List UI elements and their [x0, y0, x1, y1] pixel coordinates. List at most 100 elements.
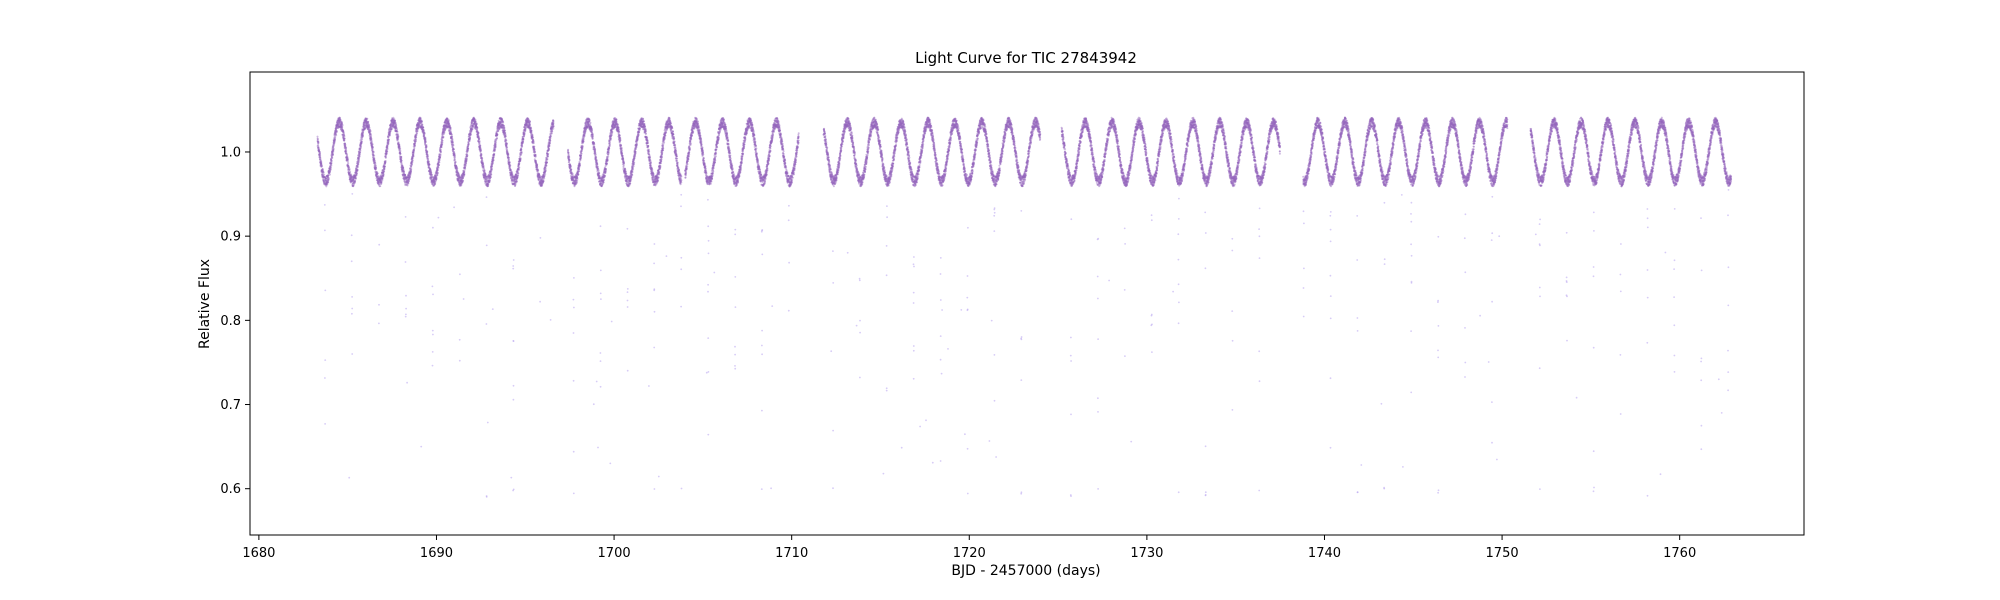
flux-point: [331, 157, 333, 159]
flux-point: [345, 150, 347, 152]
flux-point: [437, 169, 439, 171]
flux-point: [416, 130, 418, 132]
flux-point: [317, 136, 319, 138]
flux-point: [422, 127, 424, 129]
flux-point: [440, 154, 442, 156]
flux-point: [357, 163, 359, 165]
flux-point: [391, 128, 393, 130]
flux-point: [375, 165, 377, 167]
flux-point: [405, 314, 407, 316]
flux-point: [324, 204, 326, 206]
flux-point: [405, 261, 407, 263]
flux-point: [351, 193, 353, 195]
flux-point: [441, 144, 443, 146]
flux-point: [405, 216, 407, 218]
flux-point: [334, 136, 336, 138]
flux-point: [411, 162, 413, 164]
flux-point: [332, 153, 334, 155]
flux-point: [442, 136, 444, 138]
flux-point: [412, 160, 414, 162]
flux-point: [319, 153, 321, 155]
flux-point: [439, 159, 441, 161]
flux-point: [369, 127, 371, 129]
flux-point: [437, 172, 439, 174]
flux-point: [438, 167, 440, 169]
flux-point: [336, 130, 338, 132]
flux-point: [344, 138, 346, 140]
flux-point: [368, 125, 370, 127]
flux-point: [379, 185, 381, 187]
flux-point: [427, 156, 429, 158]
flux-point: [333, 144, 335, 146]
flux-point: [351, 313, 353, 315]
flux-point: [349, 169, 351, 171]
flux-point: [397, 133, 399, 135]
flux-point: [388, 139, 390, 141]
flux-point: [438, 161, 440, 163]
flux-point: [357, 166, 359, 168]
flux-point: [362, 131, 364, 133]
flux-point: [405, 295, 407, 297]
flux-point: [420, 446, 422, 448]
flux-point: [355, 177, 357, 179]
flux-point: [396, 128, 398, 130]
flux-point: [378, 323, 380, 325]
flux-point: [343, 131, 345, 133]
flux-point: [399, 148, 401, 150]
chart-title: Light Curve for TIC 27843942: [915, 49, 1137, 67]
flux-point: [375, 167, 377, 169]
flux-point: [324, 359, 326, 361]
flux-point: [385, 157, 387, 159]
flux-point: [411, 164, 413, 166]
flux-point: [432, 365, 434, 367]
flux-point: [366, 118, 368, 120]
flux-point: [410, 169, 412, 171]
flux-point: [378, 244, 380, 246]
flux-point: [432, 330, 434, 332]
flux-point: [436, 177, 438, 179]
flux-point: [351, 296, 353, 298]
flux-point: [420, 117, 422, 119]
flux-point: [386, 150, 388, 152]
flux-point: [428, 164, 430, 166]
flux-point: [347, 162, 349, 164]
flux-point: [370, 138, 372, 140]
flux-point: [416, 132, 418, 134]
flux-point: [346, 154, 348, 156]
flux-point: [377, 173, 379, 175]
flux-point: [324, 230, 326, 232]
flux-point: [399, 150, 401, 152]
flux-point: [387, 147, 389, 149]
flux-point: [421, 121, 423, 123]
flux-point: [357, 169, 359, 171]
flux-point: [324, 377, 326, 379]
flux-point: [440, 149, 442, 151]
flux-point: [426, 151, 428, 153]
flux-point: [408, 180, 410, 182]
flux-point: [372, 143, 374, 145]
flux-point: [372, 146, 374, 148]
flux-point: [405, 316, 407, 318]
flux-point: [414, 145, 416, 147]
flux-point: [374, 161, 376, 163]
flux-point: [383, 173, 385, 175]
flux-point: [397, 131, 399, 133]
flux-point: [401, 162, 403, 164]
flux-point: [426, 145, 428, 147]
flux-point: [409, 176, 411, 178]
flux-point: [318, 142, 320, 144]
flux-point: [409, 178, 411, 180]
flux-point: [389, 132, 391, 134]
flux-point: [318, 149, 320, 151]
flux-point: [415, 137, 417, 139]
flux-point: [432, 351, 434, 353]
flux-point: [324, 290, 326, 292]
flux-point: [373, 152, 375, 154]
flux-point: [406, 382, 408, 384]
flux-point: [347, 159, 349, 161]
flux-point: [374, 159, 376, 161]
flux-point: [440, 151, 442, 153]
flux-point: [345, 147, 347, 149]
flux-point: [342, 125, 344, 127]
flux-point: [384, 165, 386, 167]
